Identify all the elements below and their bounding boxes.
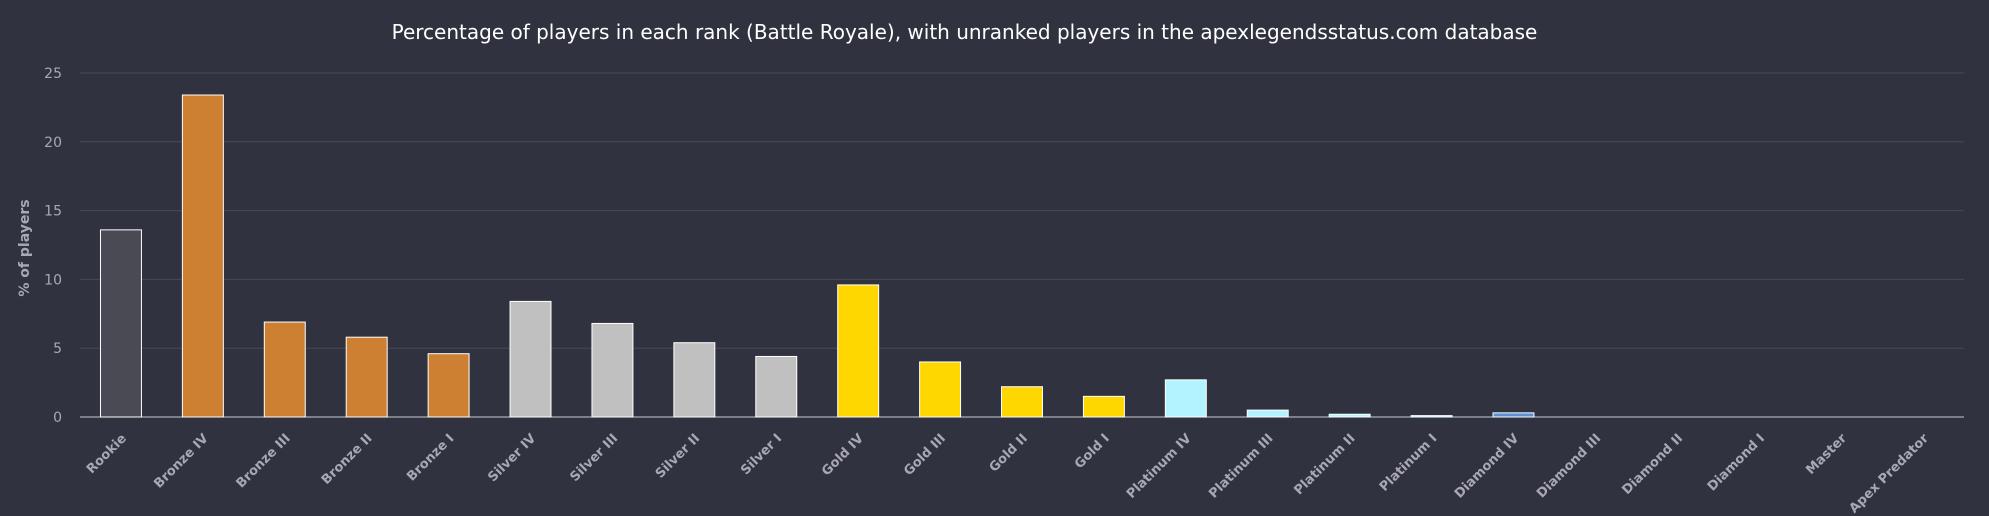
y-tick-label: 5 <box>53 341 62 357</box>
x-tick-label: Bronze II <box>319 431 376 488</box>
bar[interactable] <box>837 284 880 418</box>
x-tick-label: Silver I <box>738 431 785 478</box>
bar[interactable] <box>263 321 306 418</box>
bar[interactable] <box>509 300 552 418</box>
y-tick-label: 15 <box>44 204 62 220</box>
bar[interactable] <box>1082 395 1125 418</box>
x-tick-label: Silver II <box>653 431 703 481</box>
x-tick-label: Platinum I <box>1377 431 1441 495</box>
y-tick-label: 25 <box>44 66 62 82</box>
x-tick-label: Rookie <box>84 431 130 477</box>
x-tick-label: Bronze I <box>404 431 457 484</box>
x-tick-label: Diamond III <box>1534 431 1604 501</box>
bar[interactable] <box>181 94 224 418</box>
x-tick-label: Diamond II <box>1619 431 1686 498</box>
bar[interactable] <box>345 336 388 418</box>
bar[interactable] <box>1001 386 1043 418</box>
x-tick-label: Diamond IV <box>1452 431 1522 501</box>
y-tick-label: 20 <box>44 135 62 151</box>
x-tick-label: Gold IV <box>819 431 867 479</box>
bar[interactable] <box>755 355 798 418</box>
bar[interactable] <box>919 361 962 418</box>
x-tick-label: Bronze III <box>234 431 294 491</box>
bar[interactable] <box>1410 415 1453 418</box>
x-tick-label: Platinum III <box>1206 431 1276 501</box>
bar[interactable] <box>99 229 142 418</box>
x-tick-label: Diamond I <box>1705 431 1768 494</box>
bar[interactable] <box>1328 413 1371 418</box>
chart-title: Percentage of players in each rank (Batt… <box>391 20 1538 44</box>
x-tick-label: Silver IV <box>485 431 539 485</box>
x-tick-label: Silver III <box>568 431 622 485</box>
x-tick-label: Gold I <box>1072 431 1113 472</box>
bar[interactable] <box>673 342 716 418</box>
x-tick-label: Master <box>1803 431 1850 478</box>
x-tick-label: Bronze IV <box>151 431 211 491</box>
bar[interactable] <box>1246 409 1289 418</box>
y-axis-title: % of players <box>17 199 33 296</box>
bar[interactable] <box>427 353 470 418</box>
bar[interactable] <box>591 322 634 418</box>
x-tick-label: Gold III <box>901 431 949 479</box>
x-tick-label: Apex Predator <box>1847 431 1933 516</box>
y-tick-label: 10 <box>44 272 62 288</box>
bar[interactable] <box>1492 412 1535 418</box>
x-tick-label: Platinum II <box>1292 431 1359 498</box>
x-tick-label: Platinum IV <box>1124 431 1195 502</box>
y-tick-label: 0 <box>53 410 62 426</box>
bar[interactable] <box>1164 379 1207 418</box>
x-tick-label: Gold II <box>987 431 1031 475</box>
